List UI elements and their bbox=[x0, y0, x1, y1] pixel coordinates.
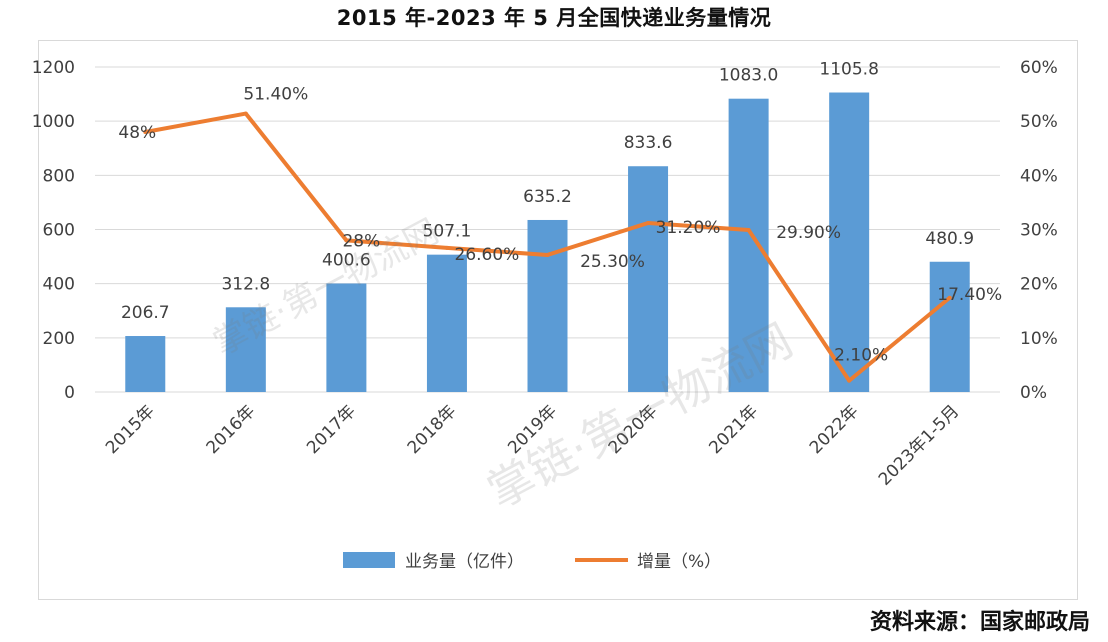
line-value-label: 51.40% bbox=[243, 85, 308, 105]
bar-value-label: 312.8 bbox=[221, 274, 270, 294]
line-point bbox=[545, 252, 550, 257]
chart-frame bbox=[38, 40, 1078, 600]
line-point bbox=[243, 111, 248, 116]
line-point bbox=[847, 378, 852, 383]
bar-value-label: 1083.0 bbox=[719, 66, 778, 86]
x-tick-label: 2022年 bbox=[806, 401, 863, 458]
y-right-tick-label: 50% bbox=[1020, 112, 1058, 132]
chart-title: 2015 年-2023 年 5 月全国快递业务量情况 bbox=[336, 6, 772, 30]
bar bbox=[426, 254, 467, 392]
bar bbox=[728, 98, 769, 392]
line-point bbox=[444, 245, 449, 250]
y-left-tick-label: 600 bbox=[43, 221, 75, 241]
bar-value-label: 507.1 bbox=[423, 222, 472, 242]
line-point bbox=[344, 238, 349, 243]
bar-value-label: 400.6 bbox=[322, 251, 371, 271]
y-right-tick-label: 30% bbox=[1020, 221, 1058, 241]
line-point bbox=[746, 228, 751, 233]
bar bbox=[527, 219, 568, 392]
y-left-tick-label: 1000 bbox=[32, 112, 75, 132]
line-value-label: 2.10% bbox=[834, 346, 888, 366]
y-left-tick-label: 1200 bbox=[32, 58, 75, 78]
y-right-tick-label: 40% bbox=[1020, 166, 1058, 186]
bar bbox=[628, 166, 669, 392]
line-value-label: 31.20% bbox=[656, 218, 721, 238]
x-tick-label: 2023年1-5月 bbox=[875, 401, 963, 489]
line-value-label: 17.40% bbox=[937, 285, 1002, 305]
y-left-tick-label: 400 bbox=[43, 275, 75, 295]
line-point bbox=[143, 130, 148, 134]
x-tick-label: 2017年 bbox=[303, 401, 360, 458]
line-point bbox=[947, 295, 952, 300]
line-value-label: 26.60% bbox=[455, 245, 520, 265]
source-note: 资料来源：国家邮政局 bbox=[869, 610, 1090, 635]
x-tick-label: 2016年 bbox=[203, 401, 260, 458]
line-value-label: 48% bbox=[118, 123, 156, 143]
x-tick-label: 2018年 bbox=[404, 401, 461, 458]
y-left-tick-label: 0 bbox=[64, 383, 75, 403]
y-right-tick-label: 0% bbox=[1020, 383, 1047, 403]
bar bbox=[829, 92, 870, 392]
legend-label-bar: 业务量（亿件） bbox=[405, 552, 524, 572]
line-value-label: 25.30% bbox=[580, 252, 645, 272]
legend-swatch-bar bbox=[343, 552, 395, 568]
y-right-tick-label: 10% bbox=[1020, 329, 1058, 349]
bar bbox=[125, 336, 166, 392]
bar bbox=[225, 307, 266, 392]
bar-value-label: 833.6 bbox=[624, 133, 673, 153]
y-left-tick-label: 200 bbox=[43, 329, 75, 349]
bar bbox=[326, 283, 367, 392]
line-point bbox=[646, 221, 651, 225]
x-tick-label: 2015年 bbox=[102, 401, 159, 458]
line-value-label: 28% bbox=[342, 231, 380, 251]
bar-value-label: 480.9 bbox=[925, 229, 974, 249]
bar-value-label: 206.7 bbox=[121, 303, 170, 323]
line-value-label: 29.90% bbox=[776, 223, 841, 243]
y-right-tick-label: 20% bbox=[1020, 275, 1058, 295]
bar-value-label: 1105.8 bbox=[819, 60, 878, 80]
y-left-tick-label: 800 bbox=[43, 166, 75, 186]
y-right-tick-label: 60% bbox=[1020, 58, 1058, 78]
bar-value-label: 635.2 bbox=[523, 187, 572, 207]
bar bbox=[929, 261, 970, 392]
legend-label-line: 增量（%） bbox=[637, 552, 721, 572]
